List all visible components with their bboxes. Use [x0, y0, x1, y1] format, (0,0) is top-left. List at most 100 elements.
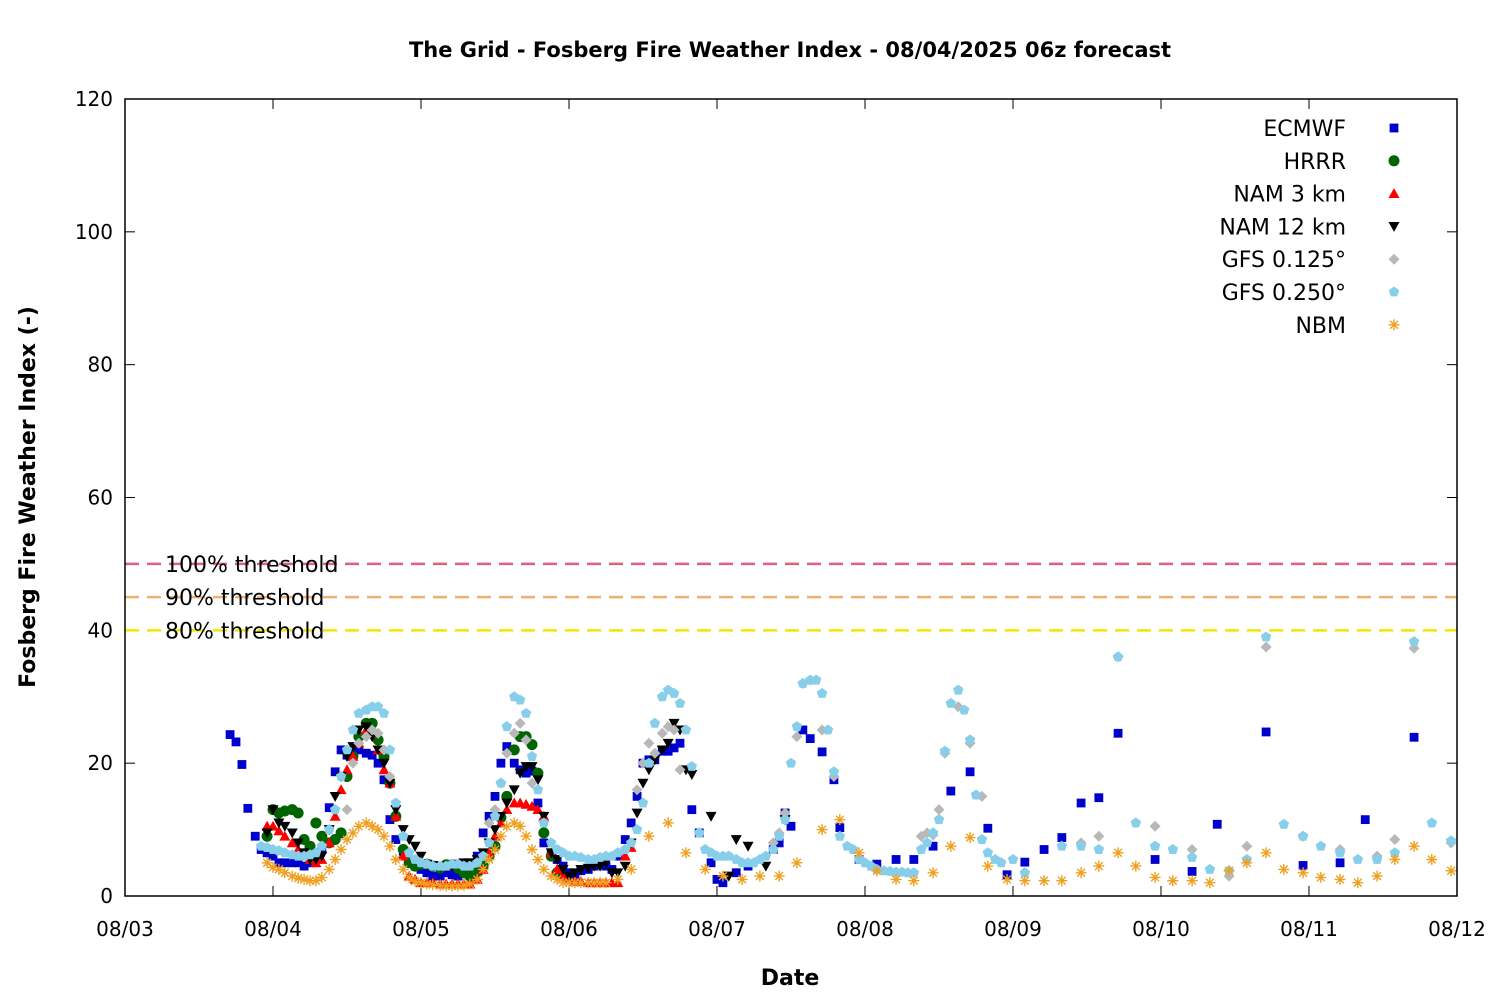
data-point: [379, 775, 389, 785]
data-point: [287, 858, 297, 868]
data-point: [669, 743, 679, 753]
data-point: [632, 791, 642, 801]
threshold-label: 80% threshold: [165, 619, 325, 644]
data-point: [620, 835, 630, 844]
data-point: [1149, 840, 1161, 851]
data-point: [526, 777, 538, 789]
data-point: [1297, 867, 1309, 879]
data-point: [471, 873, 483, 885]
legend-label: NAM 12 km: [1219, 215, 1346, 240]
data-point: [521, 768, 531, 778]
data-point: [329, 854, 341, 865]
legend-label: GFS 0.125°: [1222, 248, 1346, 273]
series-group: [261, 814, 1457, 892]
data-point: [514, 717, 526, 729]
data-point: [509, 758, 519, 768]
data-point: [489, 830, 501, 841]
data-point: [477, 863, 489, 875]
data-point: [1187, 867, 1197, 876]
data-point: [965, 767, 975, 777]
data-point: [662, 738, 674, 749]
data-point: [706, 858, 716, 868]
data-point: [687, 805, 697, 815]
data-point: [1075, 840, 1087, 851]
data-point: [452, 880, 464, 892]
data-point: [958, 704, 970, 715]
data-point: [816, 824, 828, 836]
data-point: [231, 737, 241, 747]
data-point: [378, 707, 390, 718]
data-point: [612, 868, 624, 879]
data-point: [619, 850, 631, 861]
data-point: [384, 770, 396, 782]
data-point: [594, 877, 606, 889]
data-point: [773, 870, 785, 882]
data-point: [686, 761, 698, 771]
data-point: [631, 808, 643, 819]
data-point: [353, 820, 365, 832]
data-point: [1278, 818, 1290, 829]
data-point: [280, 858, 290, 868]
data-point: [945, 697, 957, 708]
legend-label: NBM: [1295, 314, 1346, 339]
data-point: [1315, 871, 1327, 883]
y-tick-label: 120: [75, 87, 113, 111]
data-point: [501, 804, 513, 815]
data-point: [539, 838, 549, 848]
data-point: [390, 797, 402, 808]
data-point: [274, 858, 284, 868]
data-point: [397, 825, 409, 836]
data-point: [1409, 732, 1419, 742]
data-point: [538, 863, 550, 875]
data-point: [939, 745, 951, 756]
data-point: [267, 820, 279, 831]
data-point: [594, 861, 606, 872]
data-point: [774, 838, 784, 848]
data-point: [520, 707, 532, 718]
data-point: [712, 874, 722, 884]
data-point: [361, 748, 371, 758]
data-point: [501, 820, 513, 832]
data-point: [316, 840, 328, 851]
data-point: [730, 835, 742, 846]
data-point: [582, 877, 594, 889]
data-point: [717, 870, 729, 882]
data-point: [551, 873, 563, 885]
data-point: [631, 784, 643, 796]
data-point: [273, 818, 285, 829]
data-point: [299, 861, 309, 871]
data-point: [779, 807, 791, 819]
data-point: [532, 775, 544, 786]
data-point: [546, 837, 557, 848]
data-point: [341, 744, 353, 755]
data-point: [828, 766, 840, 777]
data-point: [588, 877, 600, 889]
data-point: [982, 860, 994, 872]
data-point: [779, 814, 791, 825]
data-point: [1445, 865, 1457, 877]
data-point: [723, 871, 735, 882]
data-point: [347, 757, 359, 769]
data-point: [427, 879, 439, 891]
data-point: [354, 745, 364, 755]
legend-marker: [1389, 123, 1399, 133]
data-point: [1167, 875, 1179, 887]
data-point: [834, 814, 846, 826]
data-point: [791, 721, 803, 732]
y-tick-label: 20: [88, 751, 113, 775]
data-point: [323, 863, 335, 875]
data-point: [1315, 840, 1327, 851]
data-point: [575, 852, 587, 862]
data-point: [267, 805, 279, 816]
data-point: [1261, 727, 1271, 737]
data-point: [768, 844, 779, 854]
data-point: [637, 797, 649, 808]
data-point: [508, 727, 520, 739]
data-point: [372, 824, 384, 836]
data-point: [353, 737, 365, 749]
data-point: [1093, 830, 1105, 842]
data-point: [1113, 728, 1123, 738]
data-point: [1093, 844, 1105, 854]
data-point: [268, 851, 278, 861]
